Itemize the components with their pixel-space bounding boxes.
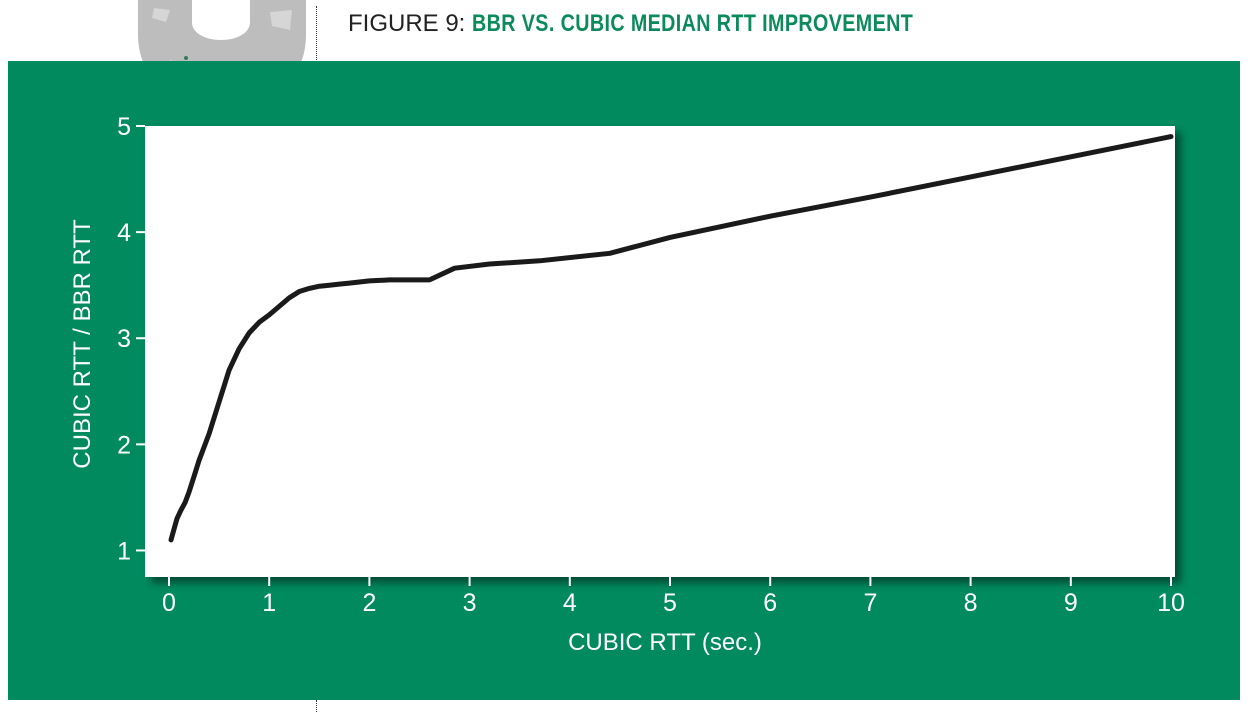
y-axis-label: CUBIC RTT / BBR RTT: [69, 219, 96, 469]
y-tick-label: 5: [117, 113, 131, 141]
x-tick-label: 2: [362, 589, 376, 617]
x-tick-label: 5: [663, 589, 677, 617]
column-divider: [316, 700, 317, 712]
x-tick-label: 8: [964, 589, 978, 617]
figure-title-text: BBR VS. CUBIC MEDIAN RTT IMPROVEMENT: [472, 10, 914, 37]
x-tick-label: 10: [1157, 589, 1185, 617]
x-tick-label: 7: [863, 589, 877, 617]
y-axis: 1 2 3 4 5: [117, 113, 145, 565]
y-tick-label: 3: [117, 325, 131, 353]
x-tick-label: 9: [1064, 589, 1078, 617]
y-tick-label: 4: [117, 219, 131, 247]
x-tick-label: 1: [262, 589, 276, 617]
figure-title: FIGURE 9: BBR VS. CUBIC MEDIAN RTT IMPRO…: [348, 6, 1010, 42]
column-divider: [316, 6, 317, 62]
x-tick-label: 3: [463, 589, 477, 617]
x-tick-label: 0: [162, 589, 176, 617]
x-axis: 0 1 2 3 4 5 6 7 8 9 10: [162, 577, 1185, 617]
x-tick-label: 4: [563, 589, 577, 617]
x-tick-label: 6: [763, 589, 777, 617]
plot-area: [145, 126, 1175, 577]
chart-panel: 1 2 3 4 5 0 1 2 3 4 5 6 7 8 9 10 CUBIC RTT (sec.) CUBI…: [8, 61, 1240, 700]
figure-number: FIGURE 9:: [348, 10, 473, 37]
series-line: [168, 134, 1174, 543]
x-axis-label: CUBIC RTT (sec.): [568, 629, 762, 656]
line-chart: 1 2 3 4 5 0 1 2 3 4 5 6 7 8 9 10 CUBIC RTT (sec.) CUBI…: [69, 113, 1185, 656]
y-tick-label: 2: [117, 431, 131, 459]
y-tick-label: 1: [117, 537, 131, 565]
